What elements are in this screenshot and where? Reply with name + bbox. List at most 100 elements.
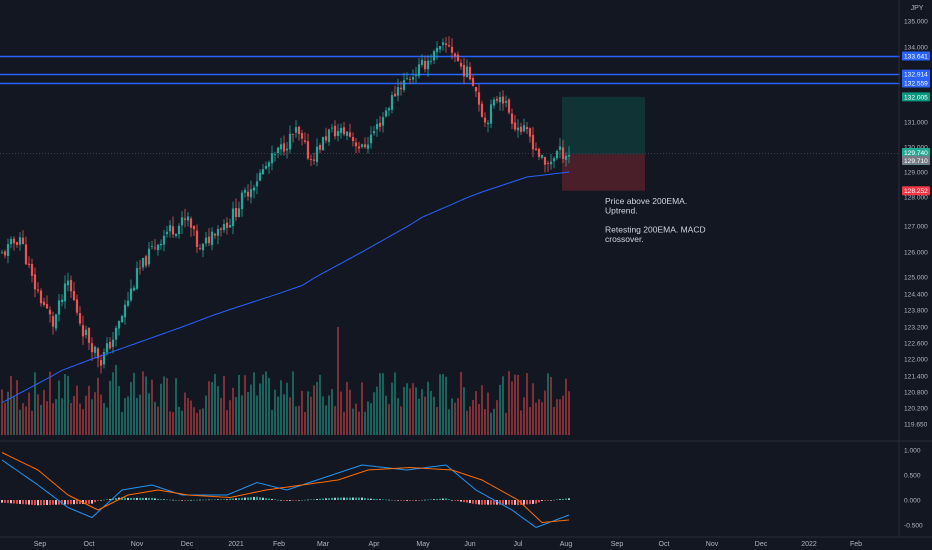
candle-body bbox=[468, 66, 472, 80]
level-price-label: 132.914 bbox=[904, 72, 928, 79]
volume-bar bbox=[43, 389, 45, 435]
volume-bar bbox=[496, 400, 498, 435]
candle-body bbox=[498, 97, 502, 103]
candle-body bbox=[495, 98, 499, 101]
position-target-zone bbox=[562, 96, 645, 155]
level-price-tag bbox=[902, 78, 930, 88]
candle-body bbox=[27, 263, 31, 266]
candle-body bbox=[513, 122, 517, 130]
macd-histogram-bar bbox=[274, 499, 276, 500]
candle-body bbox=[6, 244, 10, 256]
volume-bar bbox=[502, 376, 504, 435]
macd-histogram-bar bbox=[472, 500, 474, 504]
candle-body bbox=[156, 244, 160, 251]
candle-body bbox=[252, 187, 256, 191]
candle-body bbox=[198, 248, 202, 249]
volume-bar bbox=[94, 392, 96, 435]
candle-body bbox=[219, 228, 223, 230]
candle-body bbox=[339, 127, 343, 133]
annotation-line: crossover. bbox=[605, 234, 644, 244]
macd-histogram-bar bbox=[16, 500, 18, 504]
macd-histogram-bar bbox=[553, 499, 555, 501]
macd-histogram-bar bbox=[433, 499, 435, 500]
volume-bar bbox=[142, 371, 144, 435]
macd-histogram-bar bbox=[502, 500, 504, 505]
volume-bar bbox=[223, 375, 225, 435]
volume-bar bbox=[325, 405, 327, 435]
macd-histogram-bar bbox=[178, 500, 180, 501]
macd-tick-label: -0.500 bbox=[904, 523, 923, 530]
candle-body bbox=[264, 165, 268, 169]
candle-body bbox=[42, 301, 46, 305]
candle-body bbox=[234, 207, 238, 218]
volume-bar bbox=[232, 387, 234, 435]
volume-bar bbox=[382, 373, 384, 435]
macd-histogram-bar bbox=[313, 499, 315, 500]
candle-body bbox=[567, 154, 571, 157]
candle-body bbox=[420, 59, 424, 65]
volume-bar bbox=[211, 381, 213, 435]
macd-histogram-bar bbox=[28, 500, 30, 505]
volume-bar bbox=[10, 376, 12, 435]
candle-body bbox=[12, 238, 16, 244]
candle-body bbox=[231, 208, 235, 227]
candle-body bbox=[357, 146, 361, 149]
macd-histogram-bar bbox=[505, 500, 507, 505]
macd-histogram-bar bbox=[151, 497, 153, 500]
macd-histogram-bar bbox=[568, 498, 570, 500]
volume-bar bbox=[244, 375, 246, 435]
macd-histogram-bar bbox=[13, 500, 15, 504]
volume-bar bbox=[490, 412, 492, 435]
volume-bar bbox=[475, 391, 477, 435]
volume-bar bbox=[394, 372, 396, 435]
candle-body bbox=[294, 127, 298, 133]
macd-histogram-bar bbox=[541, 500, 543, 501]
candle-body bbox=[249, 189, 253, 198]
price-tick-label: 123.800 bbox=[904, 308, 928, 315]
volume-bar bbox=[292, 371, 294, 435]
volume-bar bbox=[562, 395, 564, 435]
volume-bar bbox=[340, 391, 342, 435]
candle-body bbox=[297, 126, 301, 135]
candle-body bbox=[354, 142, 358, 147]
macd-histogram-bar bbox=[271, 498, 273, 500]
candle-body bbox=[324, 136, 328, 141]
candle-body bbox=[63, 283, 67, 302]
candle-body bbox=[432, 51, 436, 61]
candle-body bbox=[177, 225, 181, 235]
macd-histogram-bar bbox=[70, 500, 72, 505]
candle-body bbox=[108, 341, 112, 349]
macd-histogram-bar bbox=[400, 500, 402, 501]
candle-body bbox=[207, 236, 211, 244]
volume-bar bbox=[448, 409, 450, 435]
macd-histogram-bar bbox=[478, 500, 480, 505]
volume-bar bbox=[25, 406, 27, 435]
macd-histogram-bar bbox=[361, 497, 363, 500]
time-tick-label: May bbox=[416, 541, 430, 548]
candle-body bbox=[456, 54, 460, 62]
marker-price-label: 129.740 bbox=[904, 150, 928, 157]
candle-body bbox=[123, 304, 127, 318]
macd-histogram-bar bbox=[301, 500, 303, 501]
candle-body bbox=[114, 327, 118, 340]
candle-body bbox=[186, 216, 190, 221]
candle-body bbox=[246, 191, 250, 197]
candle-body bbox=[321, 137, 325, 151]
price-tick-label: 135.000 bbox=[904, 19, 928, 26]
volume-bar bbox=[478, 403, 480, 435]
volume-bar bbox=[274, 389, 276, 435]
volume-bar bbox=[559, 399, 561, 435]
volume-bar bbox=[505, 412, 507, 435]
volume-bar bbox=[523, 397, 525, 435]
candle-body bbox=[465, 66, 469, 78]
macd-histogram-bar bbox=[262, 497, 264, 500]
macd-histogram-bar bbox=[547, 500, 549, 501]
macd-histogram-bar bbox=[43, 500, 45, 506]
macd-histogram-bar bbox=[172, 499, 174, 501]
candle-body bbox=[459, 62, 463, 67]
volume-bar bbox=[337, 327, 339, 435]
macd-histogram-bar bbox=[187, 500, 189, 501]
macd-histogram-bar bbox=[379, 499, 381, 500]
macd-line bbox=[1, 459, 570, 529]
